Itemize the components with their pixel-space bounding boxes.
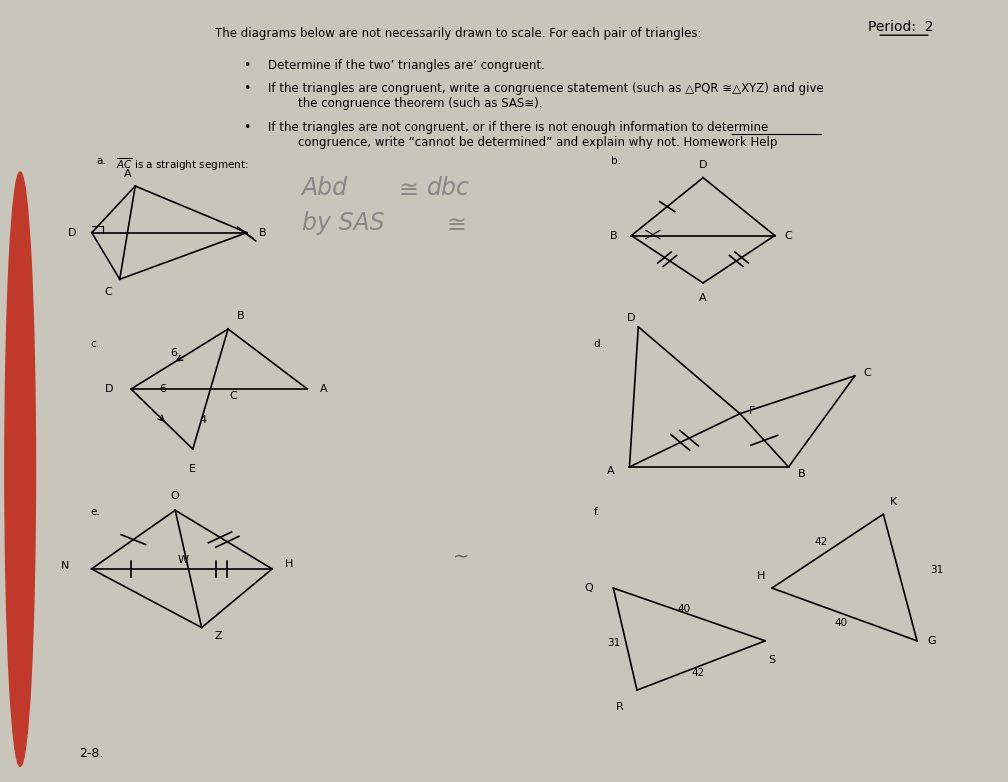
Text: •: •: [244, 121, 251, 135]
Text: •: •: [244, 59, 251, 72]
Text: A: A: [700, 293, 707, 303]
Text: by SAS: by SAS: [301, 211, 384, 235]
Text: 40: 40: [835, 619, 848, 628]
Text: a.: a.: [97, 156, 106, 167]
Text: A: A: [608, 466, 615, 476]
Text: $\cong$: $\cong$: [442, 211, 466, 235]
Text: C: C: [230, 392, 238, 401]
Text: $\overline{AC}$ is a straight segment:: $\overline{AC}$ is a straight segment:: [116, 156, 249, 173]
Text: 42: 42: [814, 537, 828, 547]
Text: The diagrams below are not necessarily drawn to scale. For each pair of triangle: The diagrams below are not necessarily d…: [215, 27, 701, 41]
Text: 31: 31: [930, 565, 943, 576]
Text: $\cong$: $\cong$: [393, 176, 417, 200]
Text: e.: e.: [91, 507, 101, 517]
Text: ∼: ∼: [453, 547, 470, 566]
Text: If the triangles are congruent, write a congruence statement (such as △PQR ≅△XYZ: If the triangles are congruent, write a …: [268, 82, 824, 110]
Text: D: D: [68, 228, 77, 238]
Text: If the triangles are not congruent, or if there is not enough information to det: If the triangles are not congruent, or i…: [268, 121, 777, 149]
Text: N: N: [61, 561, 70, 571]
Text: Z: Z: [215, 631, 223, 641]
Text: H: H: [285, 558, 293, 569]
Text: dbc: dbc: [427, 176, 471, 200]
Text: B: B: [610, 231, 617, 241]
Text: 40: 40: [677, 604, 690, 614]
Text: D: D: [627, 314, 636, 323]
Text: B: B: [237, 310, 245, 321]
Text: O: O: [170, 490, 179, 500]
Text: 4: 4: [200, 415, 207, 425]
Text: S: S: [768, 655, 776, 665]
Text: G: G: [927, 636, 935, 646]
Text: 42: 42: [691, 668, 705, 677]
Text: b.: b.: [611, 156, 621, 167]
Text: B: B: [797, 468, 805, 479]
Text: c.: c.: [91, 339, 100, 349]
Text: H: H: [757, 571, 765, 581]
Text: R: R: [616, 702, 624, 712]
Text: D: D: [105, 384, 114, 394]
Text: C: C: [104, 287, 112, 296]
Text: Q: Q: [585, 583, 593, 593]
Text: •: •: [244, 82, 251, 95]
Text: Determine if the twoʼ triangles areʼ congruent.: Determine if the twoʼ triangles areʼ con…: [268, 59, 544, 72]
Text: f.: f.: [594, 507, 600, 517]
Text: A: A: [320, 384, 328, 394]
Text: A: A: [124, 170, 131, 180]
Text: K: K: [890, 497, 897, 507]
Text: E: E: [190, 464, 197, 474]
Text: 31: 31: [607, 637, 620, 647]
Text: C: C: [864, 368, 872, 378]
Text: 6: 6: [159, 384, 166, 394]
Text: d.: d.: [594, 339, 604, 349]
Circle shape: [5, 172, 35, 766]
Text: W: W: [177, 555, 188, 565]
Text: B: B: [259, 228, 267, 238]
Text: 6: 6: [170, 348, 176, 358]
Text: 2-8.: 2-8.: [79, 747, 104, 760]
Text: F: F: [749, 406, 755, 416]
Text: C: C: [785, 231, 792, 241]
Text: D: D: [699, 160, 708, 170]
Text: Period:  2: Period: 2: [868, 20, 933, 34]
Text: Abd: Abd: [301, 176, 348, 200]
